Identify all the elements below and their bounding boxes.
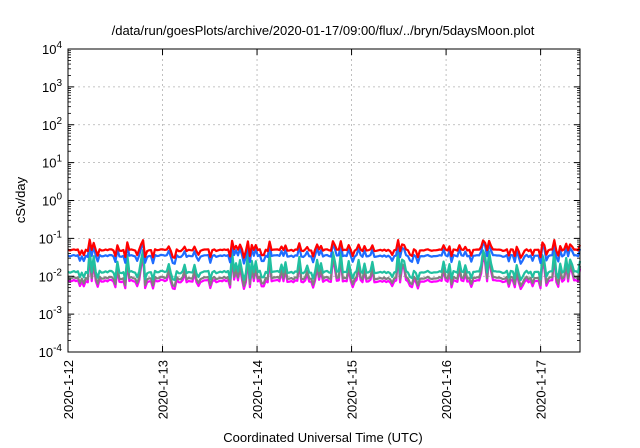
- x-tick-label: 2020-1-14: [250, 360, 265, 419]
- series-line: [67, 247, 582, 282]
- x-tick-label: 2020-1-13: [156, 360, 171, 419]
- y-tick-label: 101: [42, 154, 62, 171]
- y-axis: 10-4 10-3 10-2 10-1 100 101 102 103 104: [39, 40, 580, 360]
- y-tick-label: 10-3: [39, 305, 63, 322]
- series-line: [67, 253, 582, 291]
- series-line: [67, 251, 582, 288]
- y-tick-label: 104: [42, 40, 62, 57]
- chart-title: /data/run/goesPlots/archive/2020-01-17/0…: [112, 23, 535, 38]
- y-axis-label: cSv/day: [13, 176, 28, 223]
- series-line: [67, 238, 582, 259]
- series-line: [67, 240, 582, 265]
- series-layer: [67, 238, 582, 291]
- y-tick-label: 102: [42, 116, 62, 133]
- y-tick-label: 10-4: [39, 343, 63, 360]
- y-tick-label: 10-2: [39, 267, 63, 284]
- x-tick-label: 2020-1-16: [439, 360, 454, 419]
- x-axis-label: Coordinated Universal Time (UTC): [223, 430, 422, 445]
- x-tick-label: 2020-1-17: [534, 360, 549, 419]
- grid: [68, 49, 580, 352]
- y-tick-label: 103: [42, 78, 62, 95]
- y-tick-label: 100: [42, 192, 62, 209]
- x-axis: 2020-1-12 2020-1-13 2020-1-14 2020-1-15 2020…: [61, 49, 549, 419]
- x-tick-label: 2020-1-12: [61, 360, 76, 419]
- x-tick-label: 2020-1-15: [345, 360, 360, 419]
- y-tick-label: 10-1: [39, 229, 63, 246]
